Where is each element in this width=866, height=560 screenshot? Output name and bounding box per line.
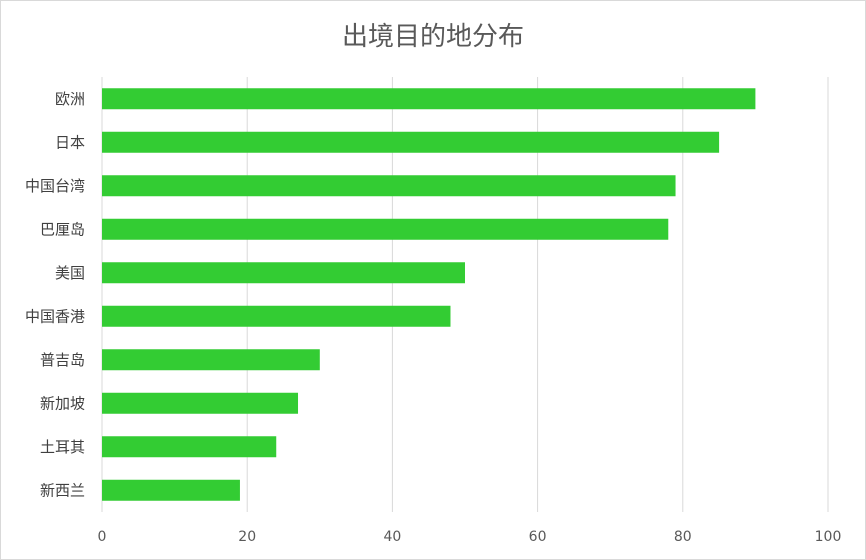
category-label: 土耳其 [40,438,85,456]
category-label: 巴厘岛 [40,220,85,238]
bars [102,88,756,501]
category-label: 新西兰 [40,481,85,499]
category-label: 美国 [55,264,85,282]
x-tick-label: 0 [98,529,107,545]
x-tick-label: 20 [238,529,256,545]
category-label: 中国香港 [25,307,85,325]
bar [102,88,756,110]
bar [102,436,277,458]
bar [102,218,669,240]
bar [102,305,451,327]
bar [102,175,676,197]
bar [102,392,299,414]
category-label: 中国台湾 [25,177,85,195]
x-tick-label: 60 [529,529,547,545]
bar [102,349,320,371]
bar [102,131,720,153]
category-label: 欧洲 [55,90,85,108]
category-label: 日本 [55,133,85,151]
bar [102,479,240,501]
category-label: 普吉岛 [40,351,85,369]
chart-title: 出境目的地分布 [341,22,524,52]
x-tick-label: 100 [815,529,842,545]
bar [102,262,465,284]
category-label: 新加坡 [40,394,85,412]
tick-labels: 0 20 40 60 80 100 [98,529,842,545]
x-tick-label: 80 [674,529,692,545]
x-tick-label: 40 [383,529,401,545]
